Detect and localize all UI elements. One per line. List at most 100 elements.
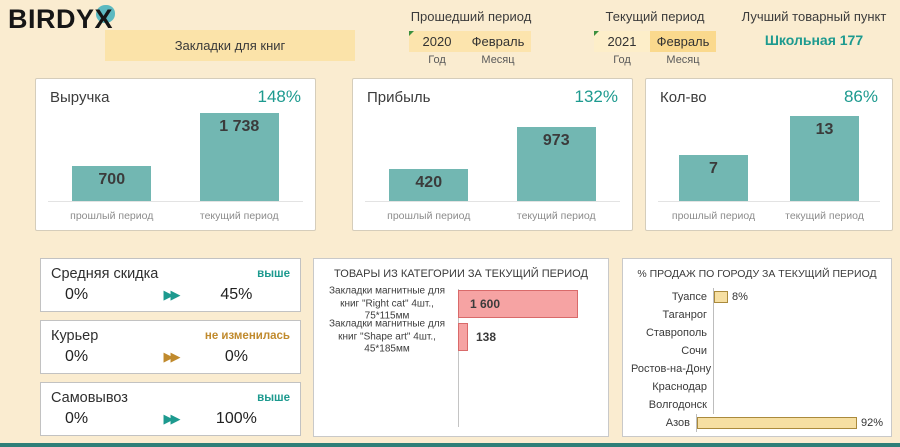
city-label: Сочи xyxy=(681,345,707,357)
city-label: Краснодар xyxy=(652,381,707,393)
bar-current: 1 738 xyxy=(199,113,279,201)
past-year-cell[interactable]: 2020 xyxy=(409,31,465,52)
metric-to-value: 100% xyxy=(215,410,257,427)
product-label: Закладки магнитные для книг "Right cat" … xyxy=(329,285,445,322)
x-label-previous: прошлый период xyxy=(671,210,756,222)
logo-blob-icon xyxy=(96,5,115,23)
trend-arrows-icon: ▶▶ xyxy=(163,349,181,364)
y-axis-line xyxy=(458,289,459,427)
bar-chart: 7 13 xyxy=(658,102,880,202)
past-month-cell[interactable]: Февраль xyxy=(465,31,531,52)
kpi-title: Прибыль xyxy=(367,89,431,106)
kpi-card-quantity: Кол-во 86% 7 13 прошлый период текущий п… xyxy=(645,78,893,231)
bar-previous: 7 xyxy=(679,155,748,201)
kpi-card-revenue: Выручка 148% 700 1 738 прошлый период те… xyxy=(35,78,316,231)
x-axis-labels: прошлый период текущий период xyxy=(48,210,303,222)
current-year-caption: Год xyxy=(613,54,631,66)
current-month-cell[interactable]: Февраль xyxy=(650,31,716,52)
bar-current: 973 xyxy=(516,127,596,201)
product-bar xyxy=(458,290,578,318)
city-bar-value: 92% xyxy=(860,417,883,429)
bar-chart: 420 973 xyxy=(365,102,620,202)
metric-title: Курьер xyxy=(51,328,99,344)
past-period-title: Прошедший период xyxy=(410,9,532,24)
kpi-title: Выручка xyxy=(50,89,110,106)
current-year-value: 2021 xyxy=(607,34,637,49)
city-bar-value: 8% xyxy=(732,291,748,303)
kpi-percent: 148% xyxy=(257,87,301,106)
product-label: Закладки магнитные для книг "Shape art" … xyxy=(329,318,445,355)
bottom-accent-strip xyxy=(0,443,900,447)
city-label: Таганрог xyxy=(662,309,707,321)
city-label: Волгодонск xyxy=(648,399,707,411)
products-chart-card: ТОВАРЫ ИЗ КАТЕГОРИИ ЗА ТЕКУЩИЙ ПЕРИОД За… xyxy=(313,258,609,437)
metric-title: Средняя скидка xyxy=(51,266,159,282)
metric-to-value: 45% xyxy=(220,286,253,303)
city-bar xyxy=(696,417,857,429)
metric-title: Самовывоз xyxy=(51,390,128,406)
city-label: Азов xyxy=(665,417,690,429)
city-chart-card: % ПРОДАЖ ПО ГОРОДУ ЗА ТЕКУЩИЙ ПЕРИОД Туа… xyxy=(622,258,892,437)
product-bar xyxy=(458,323,468,351)
current-month-caption: Месяц xyxy=(666,54,700,66)
product-bar-value: 1 600 xyxy=(470,297,501,311)
metric-from-value: 0% xyxy=(65,286,89,303)
product-row: Закладки магнитные для книг "Shape art" … xyxy=(320,318,600,354)
city-row: Сочи xyxy=(631,342,883,360)
chart-title: ТОВАРЫ ИЗ КАТЕГОРИИ ЗА ТЕКУЩИЙ ПЕРИОД xyxy=(334,268,588,280)
metric-from-value: 0% xyxy=(65,348,89,365)
city-bar xyxy=(714,291,728,303)
current-period-title: Текущий период xyxy=(605,9,705,24)
city-row: Ростов-на-Дону xyxy=(631,360,883,378)
metric-card-discount: Средняя скидка выше 0% ▶▶ 45% xyxy=(40,258,301,312)
x-axis-labels: прошлый период текущий период xyxy=(365,210,620,222)
metric-status: не изменилась xyxy=(204,330,290,342)
city-row: Ставрополь xyxy=(631,324,883,342)
city-label: Туапсе xyxy=(671,291,707,303)
kpi-card-profit: Прибыль 132% 420 973 прошлый период теку… xyxy=(352,78,633,231)
bar-value: 13 xyxy=(815,121,834,138)
x-label-current: текущий период xyxy=(785,210,864,222)
product-row: Закладки магнитные для книг "Right cat" … xyxy=(320,285,600,321)
trend-arrows-icon: ▶▶ xyxy=(163,411,181,426)
best-point-value: Школьная 177 xyxy=(764,32,864,48)
kpi-percent: 132% xyxy=(574,87,618,106)
bar-previous: 420 xyxy=(389,169,469,201)
bar-value: 420 xyxy=(415,174,443,191)
current-year-cell[interactable]: 2021 xyxy=(594,31,650,52)
bar-current: 13 xyxy=(790,116,859,201)
metric-status: выше xyxy=(257,268,290,280)
metric-card-courier: Курьер не изменилась 0% ▶▶ 0% xyxy=(40,320,301,374)
bar-value: 7 xyxy=(709,160,718,177)
metric-to-value: 0% xyxy=(224,348,248,365)
best-point-title: Лучший товарный пункт xyxy=(741,9,887,24)
category-label: Закладки для книг xyxy=(105,30,355,61)
x-axis-labels: прошлый период текущий период xyxy=(658,210,880,222)
product-bar-value: 138 xyxy=(476,330,497,344)
past-month-value: Февраль xyxy=(471,34,525,49)
metric-status: выше xyxy=(257,392,290,404)
kpi-percent: 86% xyxy=(843,87,878,106)
bar-value: 973 xyxy=(542,132,570,149)
city-row: Краснодар xyxy=(631,378,883,396)
bar-chart: Туапсе 8% Таганрог Ставрополь Сочи Росто… xyxy=(631,288,883,432)
city-row: Таганрог xyxy=(631,306,883,324)
logo: BIRDYX xyxy=(8,4,128,34)
x-label-current: текущий период xyxy=(516,210,596,222)
dropdown-marker-icon xyxy=(409,31,414,36)
x-label-previous: прошлый период xyxy=(70,210,154,222)
dropdown-marker-icon xyxy=(594,31,599,36)
bar-value: 1 738 xyxy=(219,118,260,135)
past-year-value: 2020 xyxy=(422,34,452,49)
x-label-current: текущий период xyxy=(199,210,279,222)
past-month-caption: Месяц xyxy=(481,54,515,66)
city-row: Волгодонск xyxy=(631,396,883,414)
bar-chart: 700 1 738 xyxy=(48,102,303,202)
city-row: Азов 92% xyxy=(631,414,883,432)
city-label: Ростов-на-Дону xyxy=(631,363,712,375)
bar-value: 700 xyxy=(98,171,126,188)
metric-from-value: 0% xyxy=(65,410,89,427)
city-row: Туапсе 8% xyxy=(631,288,883,306)
bar-previous: 700 xyxy=(72,166,152,201)
current-month-value: Февраль xyxy=(656,34,710,49)
